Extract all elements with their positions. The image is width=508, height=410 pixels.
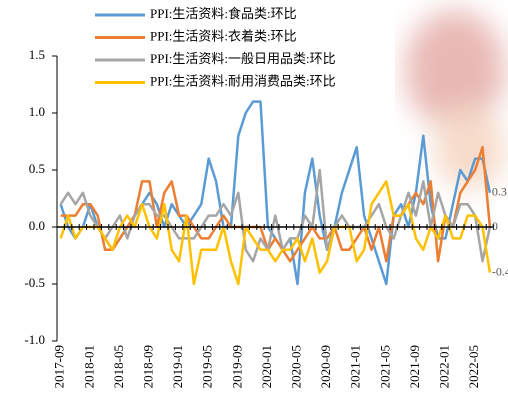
end-value-label: -0.4 (492, 264, 508, 278)
x-tick-label: 2018-01 (81, 345, 96, 388)
x-tick-label: 2019-01 (170, 345, 185, 388)
x-tick-label: 2021-05 (377, 345, 392, 388)
x-tick-label: 2019-09 (229, 345, 244, 388)
legend-label: PPI:生活资料:食品类:环比 (150, 6, 297, 21)
x-tick-label: 2021-01 (348, 345, 363, 388)
end-value-label: 0 (492, 219, 498, 233)
background-decoration (405, 10, 505, 190)
y-tick-label: -1.0 (24, 332, 45, 347)
y-tick-label: 0.5 (29, 161, 45, 176)
x-tick-label: 2019-05 (200, 345, 215, 388)
x-tick-label: 2018-05 (111, 345, 126, 388)
x-tick-label: 2021-09 (407, 345, 422, 388)
legend-label: PPI:生活资料:一般日用品类:环比 (150, 51, 336, 66)
legend-label: PPI:生活资料:衣着类:环比 (150, 28, 297, 43)
series-line (59, 168, 492, 263)
x-tick-label: 2017-09 (52, 345, 67, 388)
end-value-label: 0.3 (492, 185, 507, 199)
legend-label: PPI:生活资料:耐用消费品类:环比 (150, 73, 336, 88)
x-tick-label: 2020-05 (288, 345, 303, 388)
x-tick-label: 2022-01 (436, 345, 451, 388)
y-tick-label: 1.0 (29, 104, 45, 119)
y-tick-label: -0.5 (24, 275, 45, 290)
series-line (59, 180, 492, 286)
x-tick-label: 2020-09 (318, 345, 333, 388)
y-tick-label: 0.0 (29, 218, 45, 233)
x-tick-label: 2020-01 (259, 345, 274, 388)
y-tick-label: 1.5 (29, 47, 45, 62)
x-tick-label: 2022-05 (466, 345, 481, 388)
x-tick-label: 2018-09 (140, 345, 155, 388)
